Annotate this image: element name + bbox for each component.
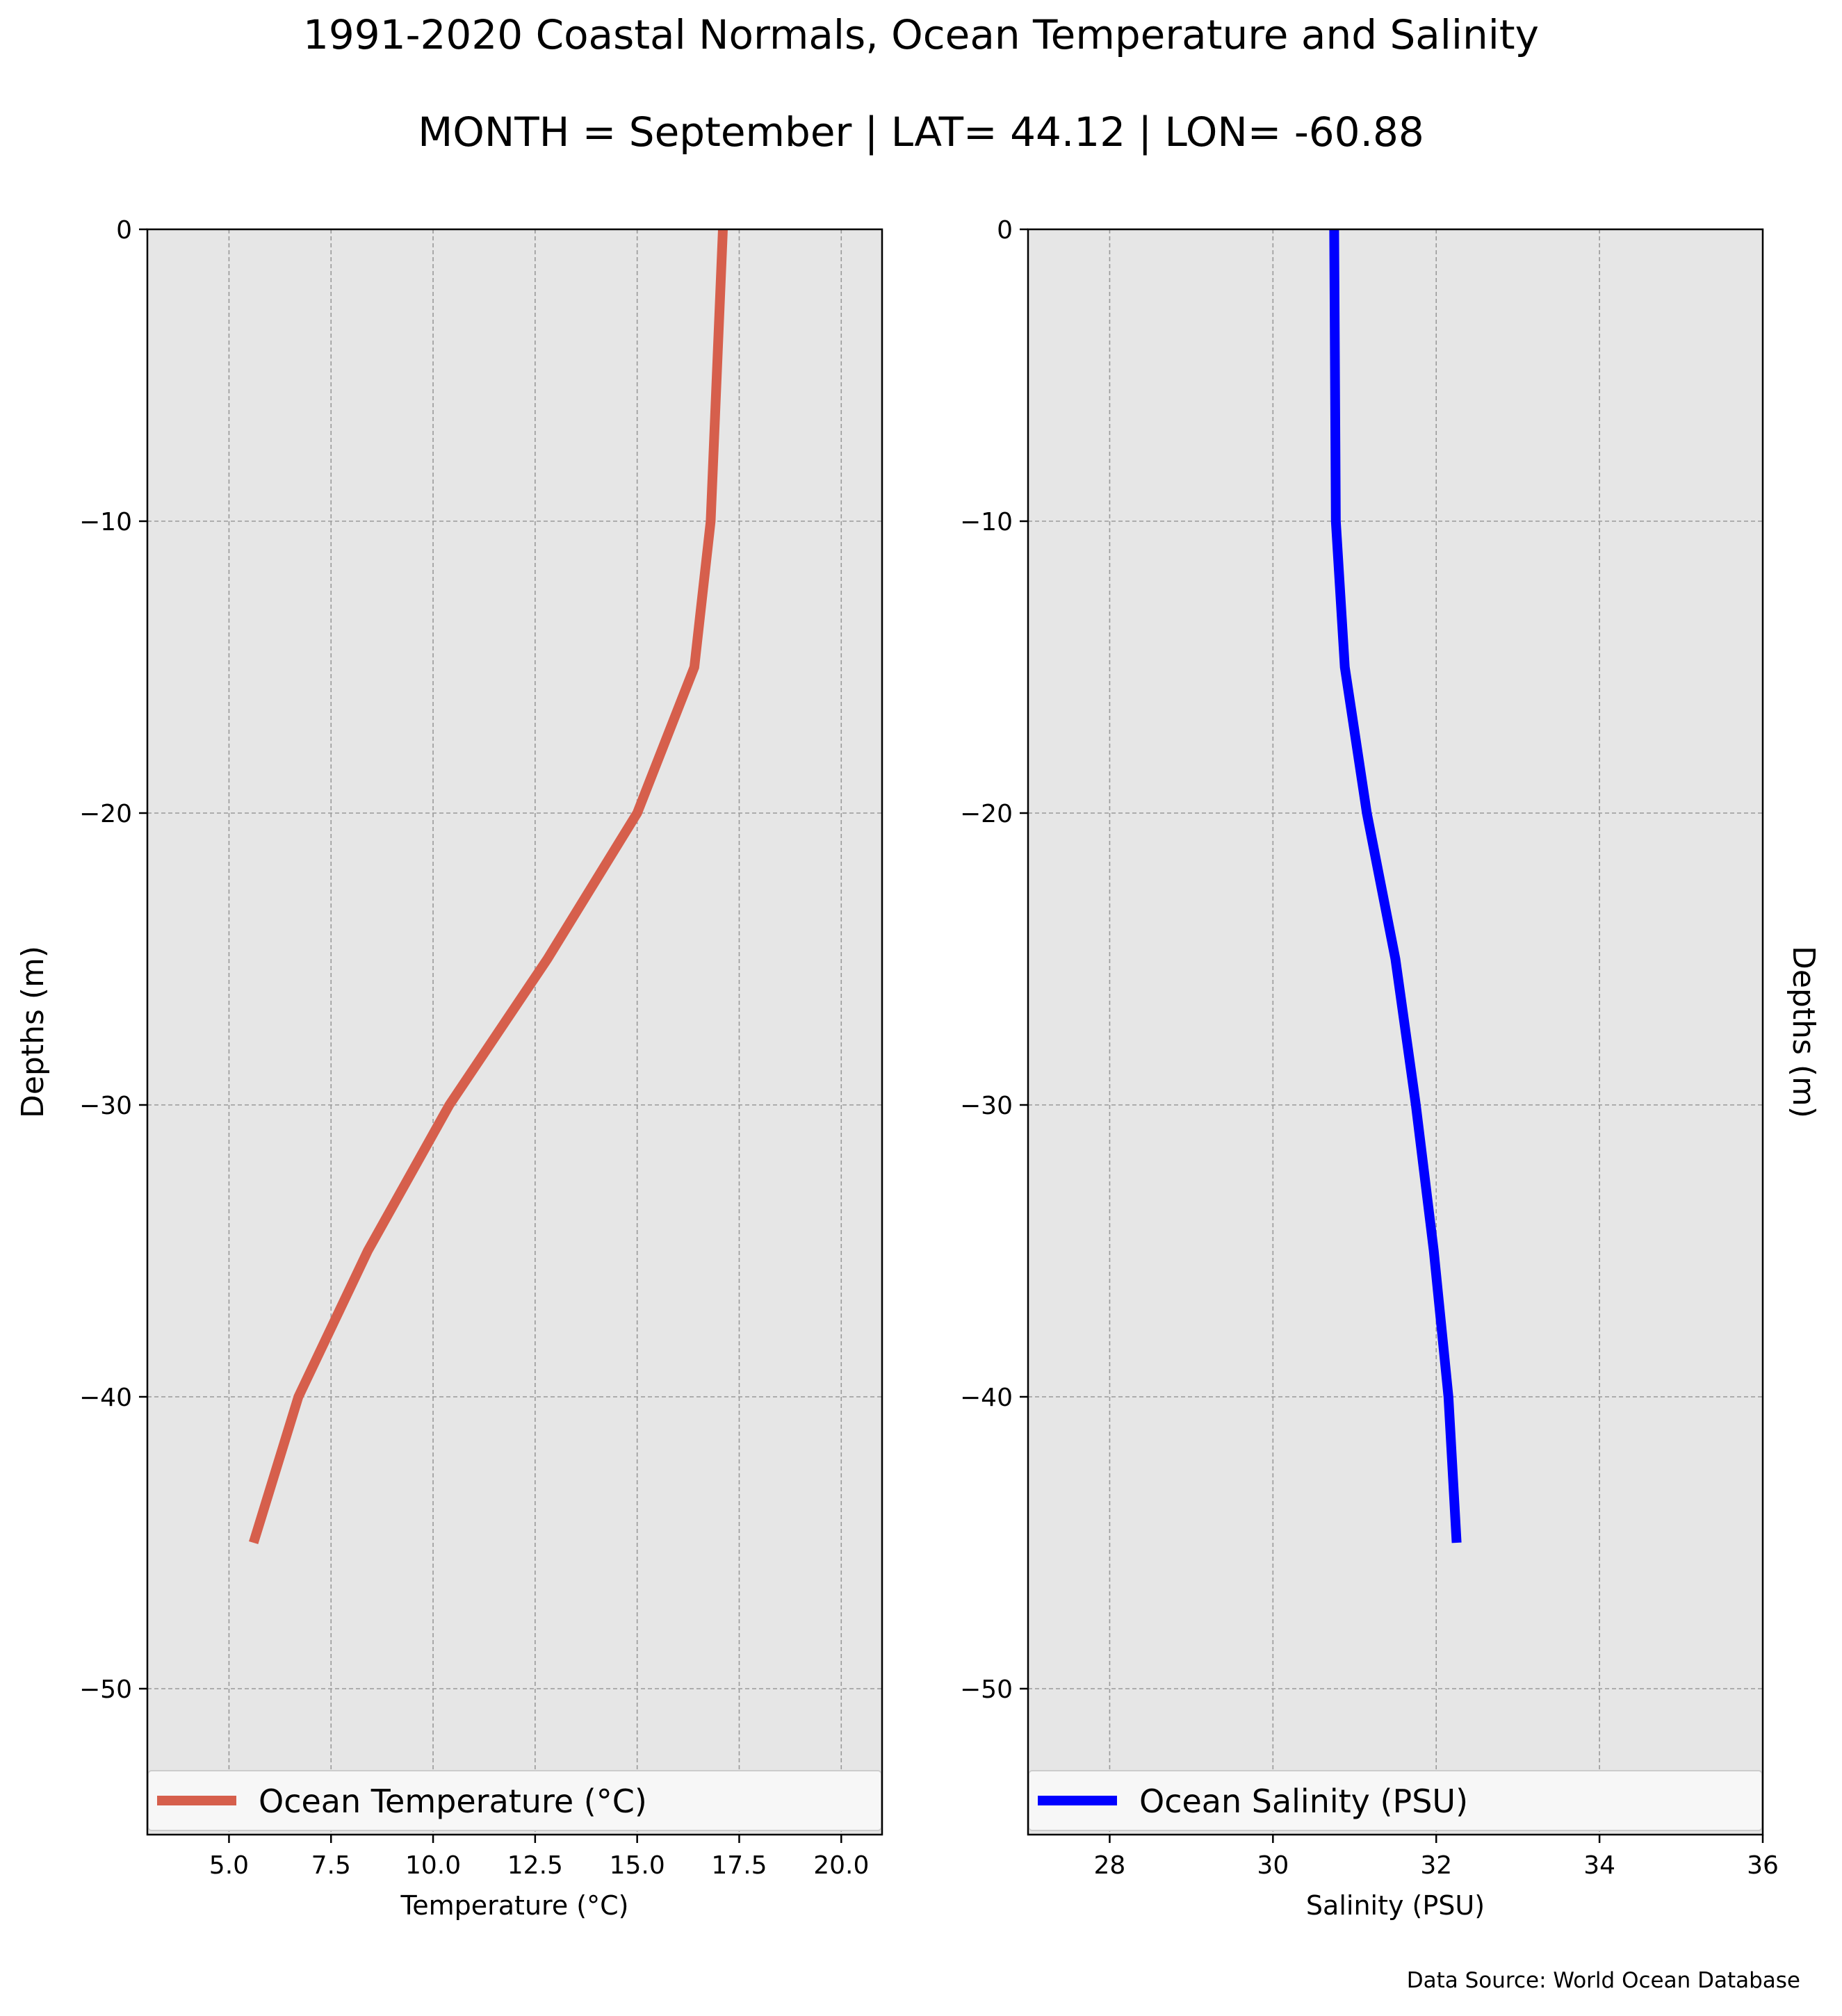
sal-x-tick-label: 36 bbox=[1747, 1851, 1779, 1880]
temp-x-tick-label: 7.5 bbox=[311, 1851, 351, 1880]
temp-y-tick-label: −30 bbox=[79, 1092, 132, 1120]
temp-y-tick-label: −40 bbox=[79, 1384, 132, 1412]
temp-x-axis-label: Temperature (°C) bbox=[400, 1890, 629, 1921]
sal-y-tick-label: −40 bbox=[960, 1384, 1013, 1412]
temp-legend-label: Ocean Temperature (°C) bbox=[259, 1783, 647, 1820]
sal-y-tick-label: −20 bbox=[960, 800, 1013, 828]
data-source-note: Data Source: World Ocean Database bbox=[1407, 1968, 1800, 1993]
temp-y-tick-label: −10 bbox=[79, 508, 132, 536]
temp-x-tick-label: 12.5 bbox=[507, 1851, 563, 1880]
sal-x-tick-label: 34 bbox=[1583, 1851, 1615, 1880]
salinity-chart: Ocean Salinity (PSU) 28 30 32 34 36 0 −10 −20 −30… bbox=[960, 216, 1821, 1921]
figure-title: 1991-2020 Coastal Normals, Ocean Tempera… bbox=[303, 11, 1539, 58]
temp-y-tick-label: −20 bbox=[79, 800, 132, 828]
sal-series-line bbox=[1329, 229, 1462, 1543]
temp-x-tick-label: 15.0 bbox=[610, 1851, 665, 1880]
temp-x-tick-label: 17.5 bbox=[711, 1851, 767, 1880]
temp-plot-area bbox=[147, 229, 882, 1835]
temp-axes-frame bbox=[146, 228, 883, 1836]
temp-series-line bbox=[249, 229, 728, 1545]
sal-x-tick-label: 32 bbox=[1420, 1851, 1452, 1880]
sal-x-tick-label: 28 bbox=[1094, 1851, 1126, 1880]
sal-plot-area bbox=[1028, 229, 1763, 1835]
sal-x-axis-label: Salinity (PSU) bbox=[1306, 1890, 1485, 1921]
sal-axes-frame bbox=[1027, 228, 1764, 1836]
figure-subtitle: MONTH = September | LAT= 44.12 | LON= -6… bbox=[418, 108, 1424, 156]
temp-y-tick-label: 0 bbox=[116, 216, 132, 245]
sal-y-tick-label: 0 bbox=[997, 216, 1013, 245]
sal-y-tick-label: −30 bbox=[960, 1092, 1013, 1120]
temp-x-tick-label: 20.0 bbox=[813, 1851, 869, 1880]
temp-x-tick-label: 5.0 bbox=[209, 1851, 249, 1880]
temp-y-tick-label: −50 bbox=[79, 1675, 132, 1704]
sal-x-tick-label: 30 bbox=[1257, 1851, 1289, 1880]
sal-y-tick-label: −10 bbox=[960, 508, 1013, 536]
sal-legend-label: Ocean Salinity (PSU) bbox=[1139, 1783, 1468, 1820]
temp-x-tick-label: 10.0 bbox=[405, 1851, 461, 1880]
temp-y-axis-label: Depths (m) bbox=[15, 946, 51, 1118]
temperature-chart: Ocean Temperature (°C) 5.0 7.5 10.0 12.5 15.0… bbox=[15, 216, 883, 1921]
sal-y-tick-label: −50 bbox=[960, 1675, 1013, 1704]
sal-y-axis-label: Depths (m) bbox=[1786, 946, 1821, 1118]
